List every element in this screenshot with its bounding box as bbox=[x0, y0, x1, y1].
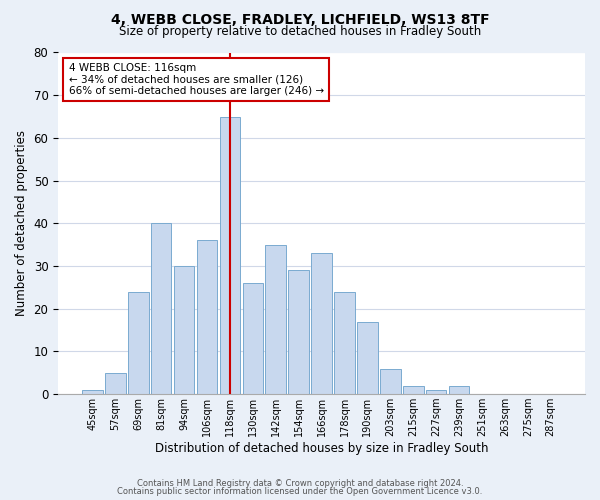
Bar bbox=[357, 322, 378, 394]
Bar bbox=[334, 292, 355, 394]
Bar bbox=[82, 390, 103, 394]
Bar bbox=[242, 283, 263, 394]
Text: Size of property relative to detached houses in Fradley South: Size of property relative to detached ho… bbox=[119, 25, 481, 38]
Y-axis label: Number of detached properties: Number of detached properties bbox=[15, 130, 28, 316]
Bar bbox=[426, 390, 446, 394]
Bar bbox=[197, 240, 217, 394]
Bar bbox=[311, 253, 332, 394]
Bar bbox=[128, 292, 149, 394]
Bar bbox=[449, 386, 469, 394]
Bar bbox=[289, 270, 309, 394]
Text: Contains HM Land Registry data © Crown copyright and database right 2024.: Contains HM Land Registry data © Crown c… bbox=[137, 478, 463, 488]
Bar bbox=[174, 266, 194, 394]
X-axis label: Distribution of detached houses by size in Fradley South: Distribution of detached houses by size … bbox=[155, 442, 488, 455]
Bar bbox=[105, 373, 125, 394]
Bar bbox=[403, 386, 424, 394]
Text: Contains public sector information licensed under the Open Government Licence v3: Contains public sector information licen… bbox=[118, 487, 482, 496]
Bar bbox=[380, 368, 401, 394]
Bar bbox=[220, 116, 240, 394]
Bar bbox=[151, 224, 172, 394]
Text: 4, WEBB CLOSE, FRADLEY, LICHFIELD, WS13 8TF: 4, WEBB CLOSE, FRADLEY, LICHFIELD, WS13 … bbox=[110, 12, 490, 26]
Text: 4 WEBB CLOSE: 116sqm
← 34% of detached houses are smaller (126)
66% of semi-deta: 4 WEBB CLOSE: 116sqm ← 34% of detached h… bbox=[68, 62, 324, 96]
Bar bbox=[265, 244, 286, 394]
